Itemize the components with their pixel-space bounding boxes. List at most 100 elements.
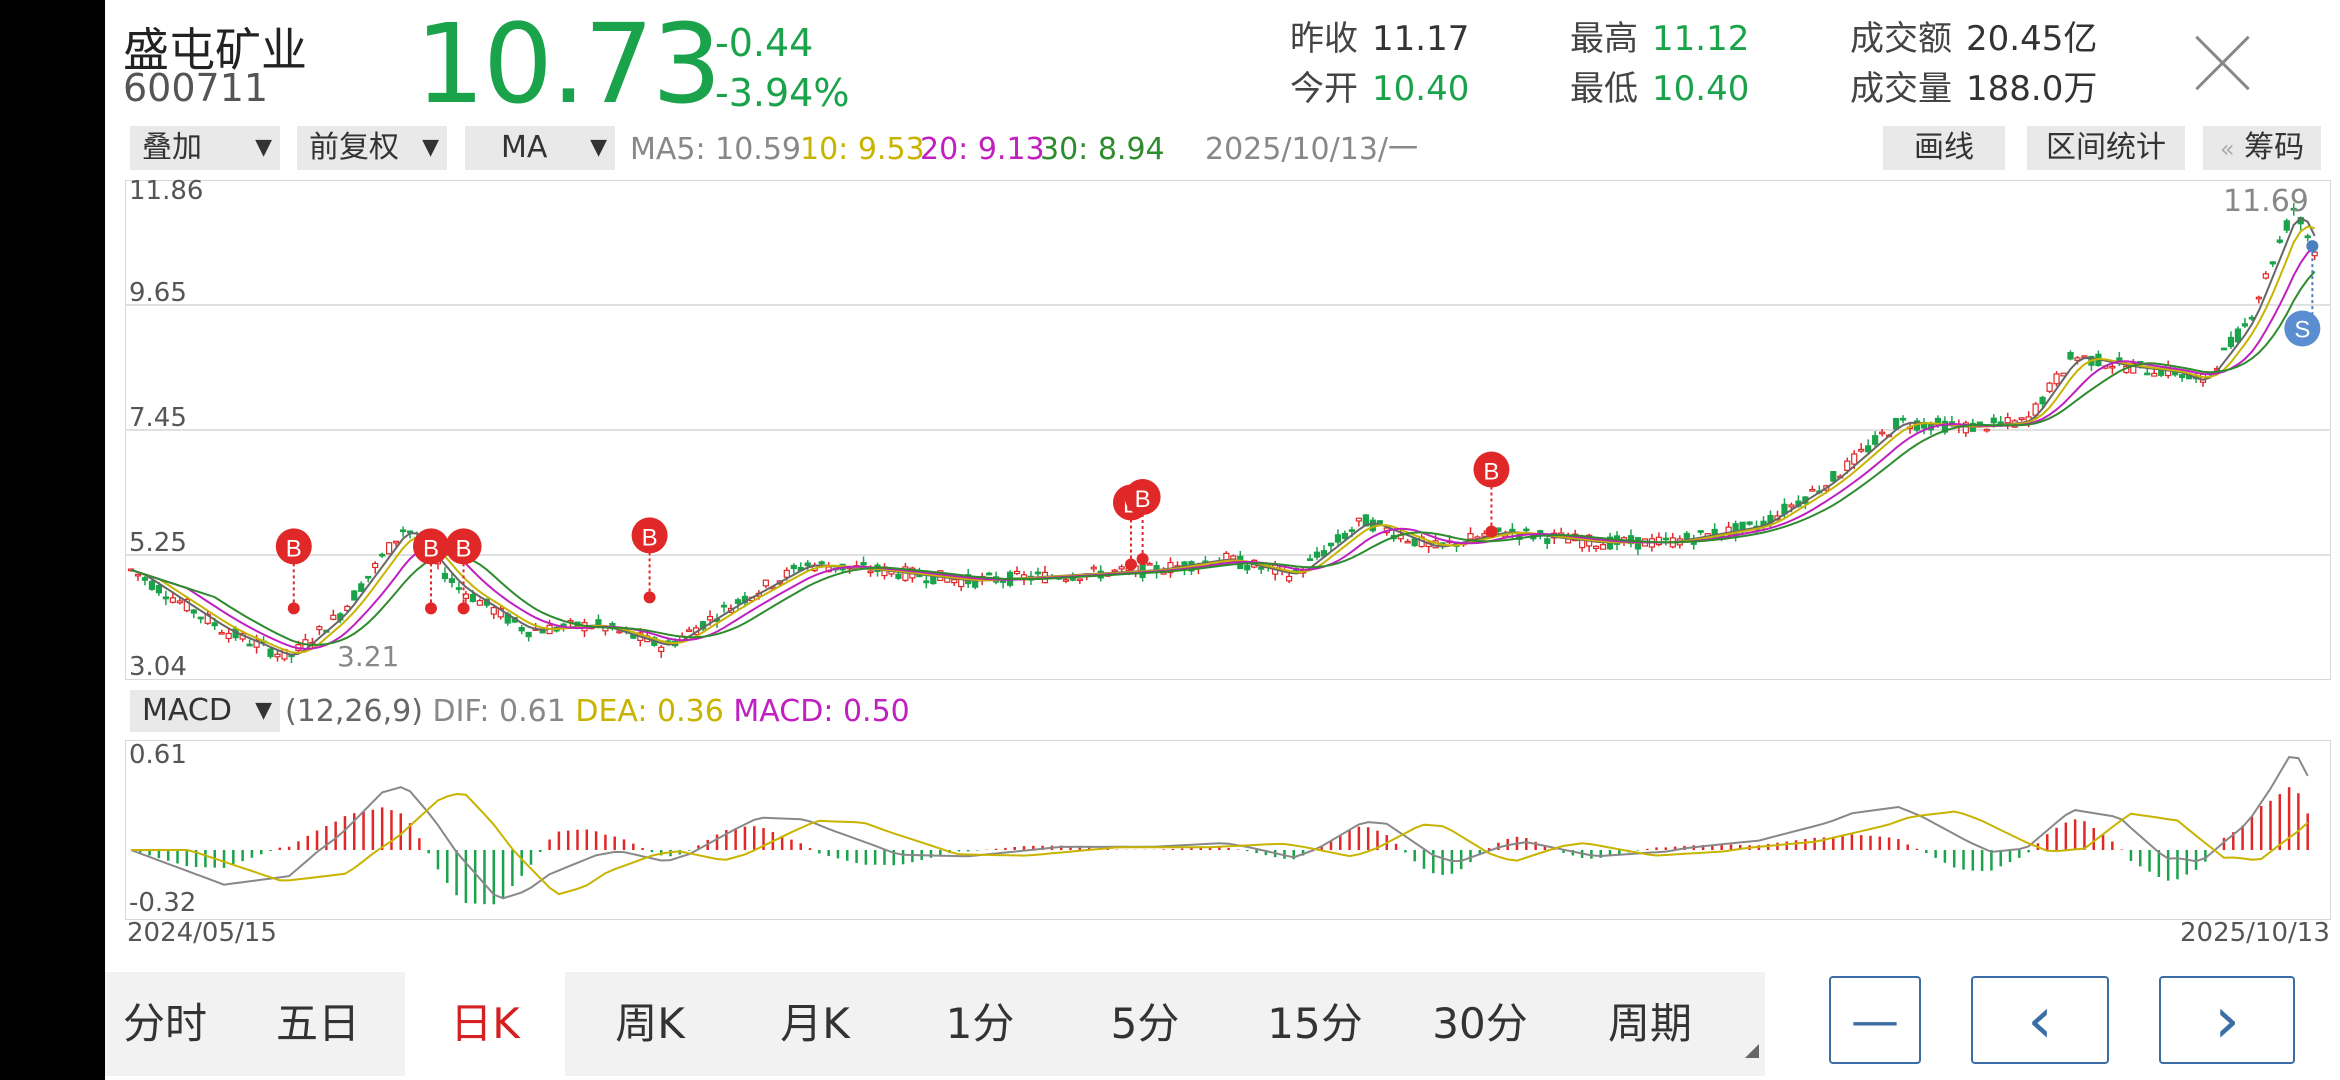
end-date: 2025/10/13 xyxy=(2180,918,2330,948)
candle xyxy=(1467,533,1474,540)
macd-dif: DIF: 0.61 xyxy=(432,694,566,729)
macd-params: (12,26,9) xyxy=(285,694,423,729)
candle xyxy=(762,579,769,587)
candle xyxy=(448,578,456,583)
sell-signal-label: S xyxy=(2294,316,2310,343)
caret-down-icon: ▼ xyxy=(255,698,272,723)
candle xyxy=(162,596,169,600)
change-percent: -3.94% xyxy=(715,71,850,115)
candle xyxy=(365,575,372,579)
candle xyxy=(379,553,386,557)
candle xyxy=(923,580,930,584)
candle xyxy=(1592,545,1600,549)
stat-value: 188.0万 xyxy=(1966,69,2098,109)
macd-chart[interactable] xyxy=(125,740,2331,920)
candle xyxy=(1146,562,1153,566)
candle xyxy=(951,579,958,584)
candle xyxy=(2144,372,2151,376)
candle xyxy=(274,653,281,658)
overlay-dropdown[interactable]: 叠加 ▼ xyxy=(130,126,280,170)
candle xyxy=(1244,564,1251,571)
tab-five-day[interactable]: 五日 xyxy=(275,999,360,1048)
adjust-label: 前复权 xyxy=(309,130,399,165)
range-stats-button[interactable]: 区间统计 xyxy=(2027,126,2185,170)
candle xyxy=(455,587,462,590)
prev-button[interactable]: ‹ xyxy=(1971,976,2109,1064)
ma30-line xyxy=(130,270,2316,646)
stat-value: 20.45亿 xyxy=(1966,19,2098,59)
signal-dot xyxy=(2306,240,2319,253)
candle xyxy=(2304,235,2311,239)
tab-intraday[interactable]: 分时 xyxy=(122,999,207,1048)
tab-30min[interactable]: 30分 xyxy=(1432,999,1528,1048)
dif-line xyxy=(130,756,2309,900)
buy-signal-badge xyxy=(1124,478,1161,515)
zoom-out-button[interactable]: — xyxy=(1829,976,1921,1064)
candle xyxy=(1313,551,1321,558)
tab-period-more[interactable]: 周期 xyxy=(1607,999,1692,1048)
macd-value: MACD: 0.50 xyxy=(733,694,910,729)
candle xyxy=(469,593,476,602)
period-low-label: 3.21 xyxy=(337,640,400,673)
period-high-label: 11.69 xyxy=(2223,184,2309,219)
indicator-dropdown[interactable]: MA ▼ xyxy=(465,126,615,170)
signal-dot xyxy=(1485,525,1498,538)
candle xyxy=(895,573,902,579)
candle xyxy=(246,643,253,647)
candle xyxy=(358,583,365,592)
tab-weekly-k[interactable]: 周K xyxy=(615,999,685,1048)
stat-label: 最高 xyxy=(1570,19,1638,59)
candle xyxy=(1872,435,1879,445)
macd-dropdown[interactable]: MACD ▼ xyxy=(130,690,280,732)
candle xyxy=(386,542,393,555)
adjust-dropdown[interactable]: 前复权 ▼ xyxy=(297,126,447,170)
tab-15min[interactable]: 15分 xyxy=(1267,999,1363,1048)
candle xyxy=(393,540,400,544)
candle xyxy=(351,590,358,601)
candle xyxy=(1286,575,1293,582)
draw-line-button[interactable]: 画线 xyxy=(1883,126,2005,170)
stat-low: 最低 10.40 xyxy=(1570,64,1749,114)
stat-open: 今开 10.40 xyxy=(1290,64,1469,114)
stat-value: 10.40 xyxy=(1652,69,1750,109)
candle xyxy=(169,597,176,603)
candle xyxy=(1976,421,1983,425)
next-button[interactable]: › xyxy=(2159,976,2295,1064)
close-icon[interactable] xyxy=(2190,30,2256,96)
tab-monthly-k[interactable]: 月K xyxy=(780,999,850,1048)
stat-label: 昨收 xyxy=(1290,19,1358,59)
stat-label: 成交量 xyxy=(1850,69,1952,109)
candle xyxy=(1565,538,1572,544)
candle xyxy=(2290,207,2297,211)
candle xyxy=(1544,538,1551,544)
candle xyxy=(1034,571,1042,575)
candle xyxy=(1655,536,1662,546)
candle xyxy=(211,622,218,627)
chips-button[interactable]: « 筹码 xyxy=(2203,126,2321,170)
candle xyxy=(1523,528,1530,532)
sell-signal-badge xyxy=(2284,310,2321,347)
candle xyxy=(141,577,149,581)
candle xyxy=(1697,530,1704,533)
tab-1min[interactable]: 1分 xyxy=(945,999,1015,1048)
candle xyxy=(1865,445,1872,453)
candle xyxy=(1230,555,1237,560)
candle xyxy=(518,626,525,632)
tab-5min[interactable]: 5分 xyxy=(1110,999,1180,1048)
candle xyxy=(783,569,790,578)
candle xyxy=(1983,428,1990,432)
buy-signal-label: B xyxy=(1483,459,1499,486)
candle xyxy=(1990,417,1997,424)
tab-daily-k[interactable]: 日K xyxy=(405,972,565,1076)
candle xyxy=(867,570,874,574)
candle xyxy=(539,629,546,634)
kline-chart[interactable]: BBBBBBBS xyxy=(125,180,2331,680)
candle xyxy=(2074,357,2081,361)
stat-label: 成交额 xyxy=(1850,19,1952,59)
candle xyxy=(1341,532,1349,540)
candle xyxy=(734,599,742,604)
stat-high: 最高 11.12 xyxy=(1570,14,1749,64)
candle xyxy=(490,607,497,615)
candle xyxy=(476,600,483,606)
chips-label: 筹码 xyxy=(2244,130,2305,165)
